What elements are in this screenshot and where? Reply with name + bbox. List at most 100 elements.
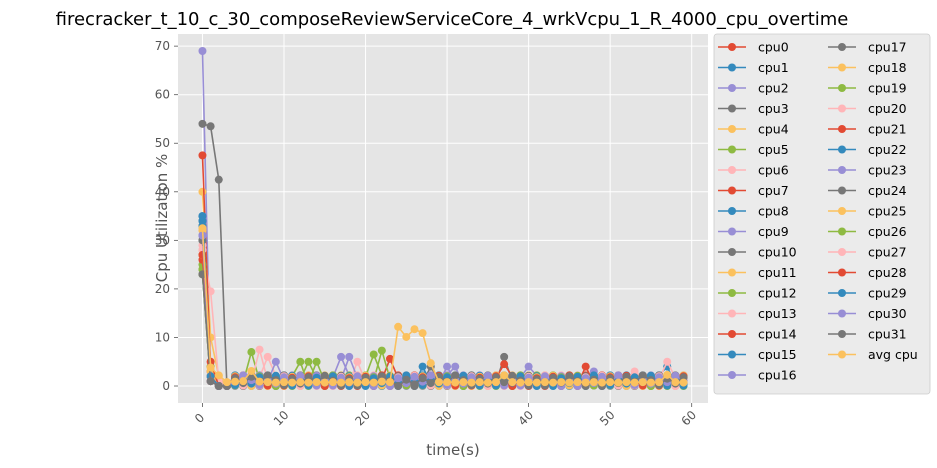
x-tick-label: 0 [192,411,207,426]
x-tick-label: 10 [271,408,292,429]
legend-item: cpu2 [718,81,789,96]
data-point [206,377,215,386]
legend-label: cpu16 [758,368,797,383]
legend-item: cpu8 [718,204,789,219]
x-tick-label: 30 [434,408,455,429]
data-point [394,382,403,391]
legend-label: cpu24 [868,183,907,198]
data-point [646,378,655,387]
data-point [516,378,525,387]
legend-item: cpu19 [828,81,907,96]
legend-item: cpu21 [828,122,907,137]
data-point [630,367,639,376]
legend-item: cpu6 [718,163,789,178]
data-point [328,378,337,387]
legend-marker [838,309,846,318]
data-point [606,378,615,387]
data-point [638,378,647,387]
data-point [353,372,362,381]
data-point [198,187,207,196]
legend-marker [728,268,736,277]
data-point [483,378,492,387]
data-point [312,357,321,366]
legend-item: cpu28 [828,265,907,280]
legend-item: cpu25 [828,204,907,219]
legend-item: cpu30 [828,306,907,321]
data-point [345,378,354,387]
legend-label: cpu17 [868,40,907,55]
legend-label: cpu22 [868,142,907,157]
data-point [532,378,541,387]
data-point [247,348,256,357]
data-point [222,378,231,387]
x-tick-label: 40 [515,408,536,429]
legend-label: cpu25 [868,204,907,219]
data-point [394,322,403,331]
legend-marker [838,350,846,359]
legend-marker [728,289,736,297]
legend-label: cpu6 [758,163,789,178]
data-point [483,371,492,380]
legend-item: cpu26 [828,224,907,239]
legend-label: cpu12 [758,286,797,301]
data-point [214,382,223,391]
legend-item: cpu14 [718,327,797,342]
legend-label: cpu18 [868,60,907,75]
data-point [557,378,566,387]
data-point [402,375,411,384]
data-point [402,332,411,341]
data-point [434,378,443,387]
data-point [475,378,484,387]
legend-label: cpu5 [758,142,789,157]
data-point [679,378,688,387]
legend-marker [728,309,736,318]
data-point [206,122,215,131]
legend-label: cpu27 [868,245,907,260]
data-point [443,378,452,387]
data-point [304,378,313,387]
legend-label: cpu3 [758,101,789,116]
legend-label: cpu11 [758,265,797,280]
legend-item: cpu0 [718,40,789,55]
legend-marker [838,43,846,51]
legend-marker [728,166,736,174]
data-point [426,371,435,380]
y-axis-label: Cpu Utilization % [153,154,171,282]
legend-label: cpu29 [868,286,907,301]
data-point [500,360,509,369]
data-point [337,352,346,361]
data-point [304,357,313,366]
data-point [386,354,394,363]
x-axis-label: time(s) [426,441,479,459]
legend-item: cpu13 [718,306,797,321]
legend-item: avg cpu [828,347,918,362]
data-point [614,378,623,387]
data-point [377,377,386,386]
data-point [263,371,272,380]
legend-marker [728,104,736,113]
legend-marker [838,104,846,113]
legend-item: cpu10 [718,245,797,260]
legend-item: cpu9 [718,224,789,239]
data-point [638,371,647,380]
legend-marker [728,227,736,236]
data-point [451,362,460,371]
y-tick-label: 30 [155,233,170,247]
legend-marker [838,207,846,215]
y-tick-label: 70 [155,39,170,53]
legend-item: cpu20 [828,101,907,116]
y-tick-label: 10 [155,330,170,344]
legend-label: cpu7 [758,183,789,198]
data-point [247,366,256,375]
data-point [312,378,321,387]
data-point [508,371,517,380]
data-point [410,380,419,389]
data-point [500,378,509,387]
y-tick-label: 40 [155,185,170,199]
legend-label: cpu4 [758,122,789,137]
data-point [255,377,264,386]
data-point [426,359,435,368]
legend-label: cpu21 [868,122,907,137]
legend-item: cpu12 [718,286,797,301]
data-point [377,346,386,355]
